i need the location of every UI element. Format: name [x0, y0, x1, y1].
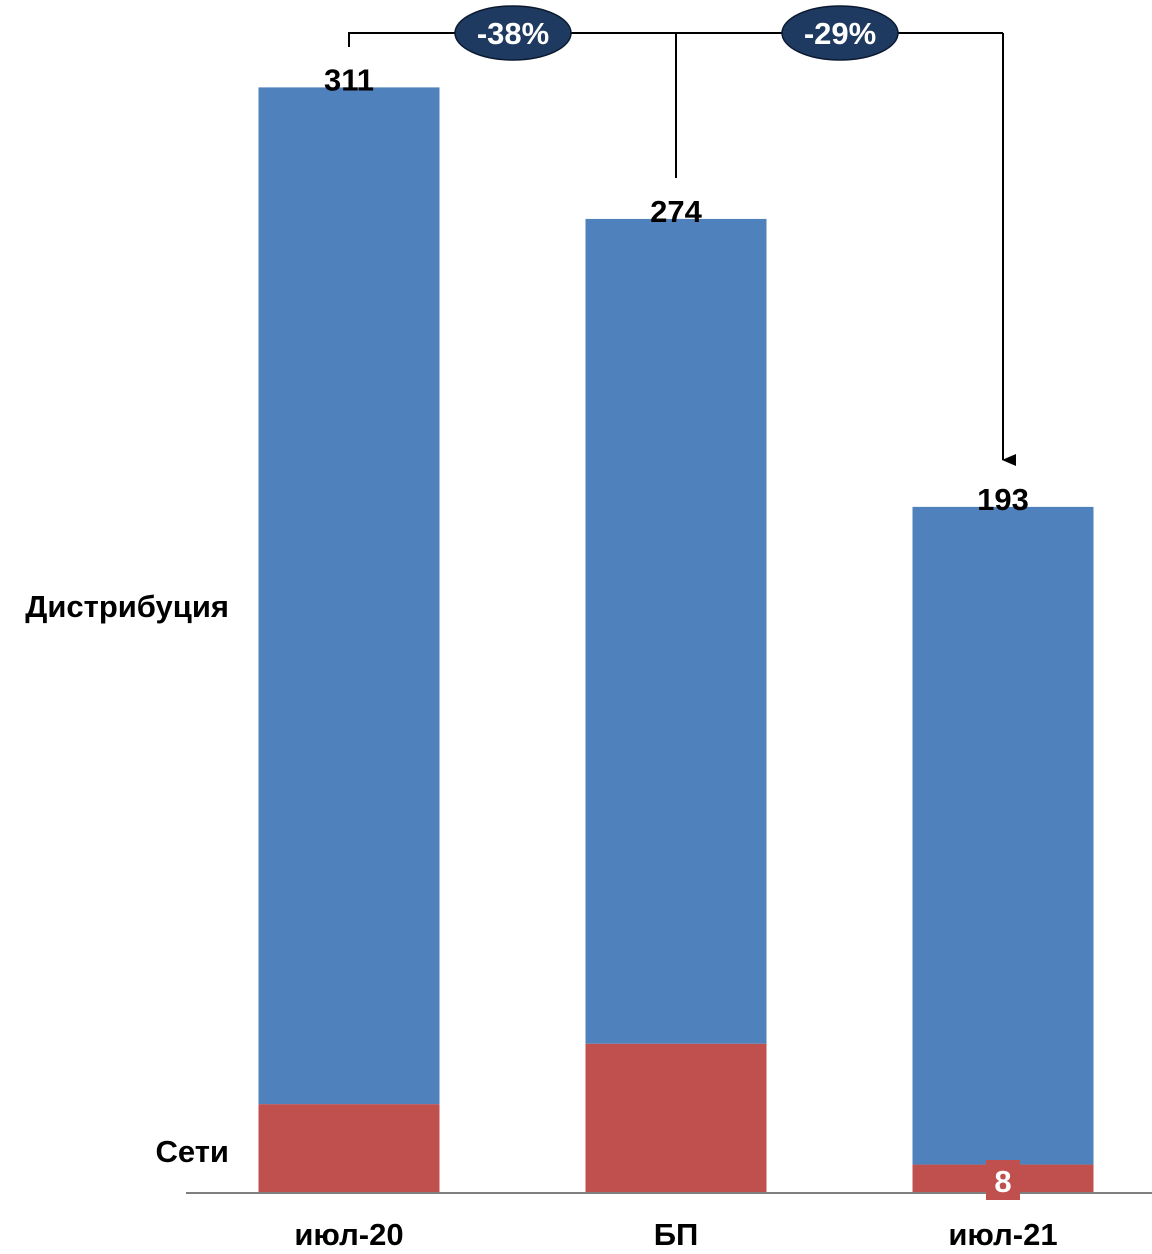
bar-segment-seti-0 [258, 1104, 440, 1193]
change-badge [781, 5, 899, 61]
bar-segment-distribution-0 [258, 87, 440, 1105]
change-badge [454, 5, 572, 61]
x-tick-label: июл-20 [294, 1217, 403, 1252]
x-tick-label: июл-21 [948, 1217, 1057, 1252]
bar-segment-distribution-1 [585, 218, 767, 1044]
x-tick-label: БП [654, 1217, 699, 1252]
total-label: 311 [324, 62, 374, 97]
data-label-bg [986, 1160, 1020, 1200]
total-label: 193 [977, 482, 1029, 517]
series-label-distribution: Дистрибуция [25, 589, 229, 624]
series-label-seti: Сети [156, 1134, 229, 1169]
bar-segment-seti-1 [585, 1043, 767, 1193]
total-label: 274 [650, 194, 702, 229]
change-badge-text: -38% [477, 16, 549, 51]
data-label: 8 [994, 1164, 1011, 1199]
bar-segment-distribution-2 [912, 506, 1094, 1165]
change-badge-text: -29% [804, 16, 876, 51]
